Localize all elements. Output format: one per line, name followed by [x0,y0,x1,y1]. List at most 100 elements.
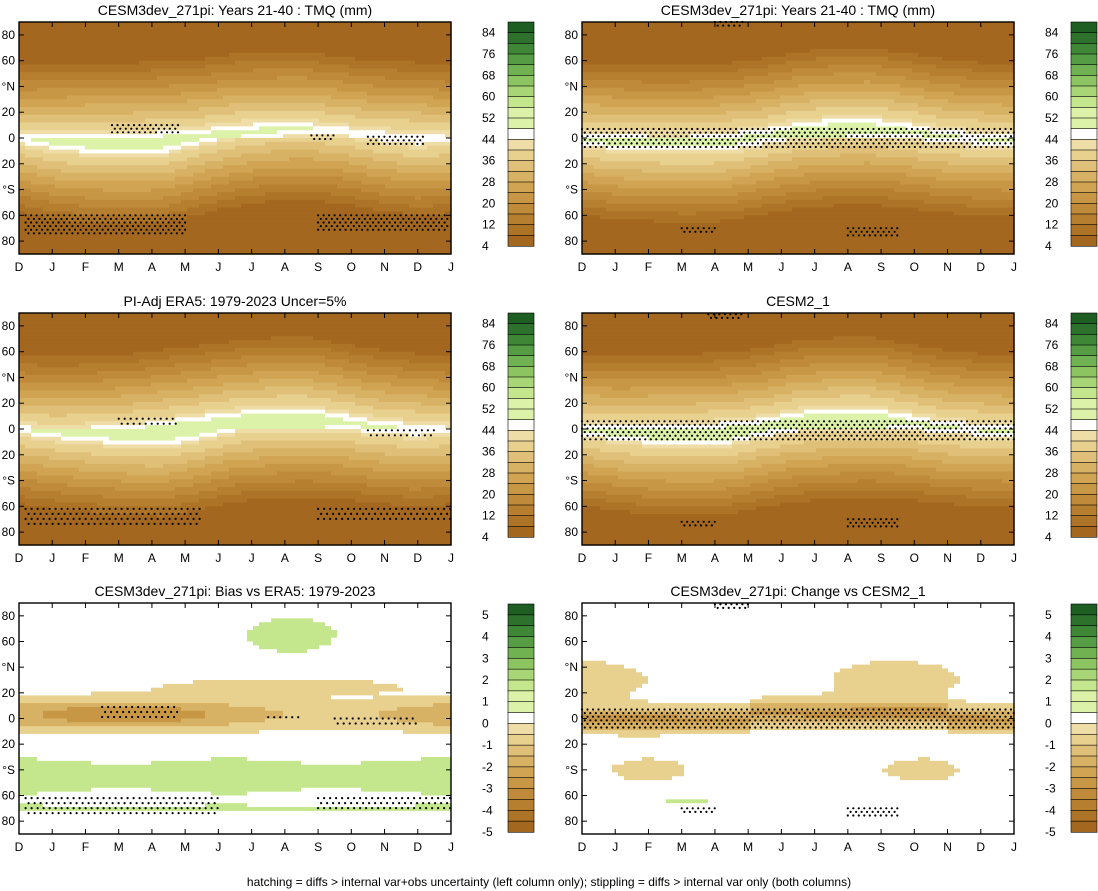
heatmap-cell [37,37,44,41]
heatmap-cell [43,99,50,103]
heatmap-cell [121,161,128,165]
heatmap-cell [127,142,134,146]
heatmap-cell [175,208,182,212]
heatmap-cell [127,177,134,181]
heatmap-cell [43,76,50,80]
heatmap-cell [109,204,116,208]
heatmap-cell [181,165,188,169]
heatmap-cell [157,57,164,61]
heatmap-cell [157,142,164,146]
heatmap-cell [133,76,140,80]
heatmap-cell [115,49,122,53]
heatmap-cell [103,45,110,49]
heatmap-cell [25,61,32,65]
heatmap-cell [127,188,134,192]
heatmap-cell [139,107,146,111]
heatmap-cell [145,76,152,80]
heatmap-cell [115,146,122,150]
heatmap-cell [145,235,152,239]
heatmap-cell [25,92,32,96]
heatmap-cell [61,61,68,65]
heatmap-cell [79,161,86,165]
heatmap-cell [121,239,128,243]
heatmap-cell [61,235,68,239]
heatmap-cell [97,26,104,30]
heatmap-cell [139,84,146,88]
heatmap-cell [181,45,188,49]
heatmap-cell [67,161,74,165]
heatmap-cell [169,68,176,72]
heatmap-cell [43,196,50,200]
heatmap-cell [151,239,158,243]
heatmap-cell [145,57,152,61]
heatmap-cell [145,111,152,115]
heatmap-cell [49,49,56,53]
heatmap-cell [145,165,152,169]
heatmap-cell [79,123,86,127]
heatmap-cell [115,200,122,204]
heatmap-cell [61,165,68,169]
heatmap-cell [85,84,92,88]
heatmap-cell [145,68,152,72]
heatmap-cell [67,37,74,41]
heatmap-cell [103,68,110,72]
heatmap-cell [181,173,188,177]
heatmap-cell [115,92,122,96]
heatmap-cell [49,196,56,200]
heatmap-cell [49,99,56,103]
heatmap-cell [181,150,188,154]
heatmap-cell [175,30,182,34]
heatmap-cell [109,61,116,65]
heatmap-cell [127,146,134,150]
heatmap-cell [79,65,86,69]
heatmap-cell [181,184,188,188]
heatmap-cell [25,103,32,107]
heatmap-cell [31,242,38,246]
heatmap-cell [181,53,188,57]
heatmap-cell [61,177,68,181]
heatmap-cell [19,192,26,196]
heatmap-cell [67,126,74,130]
heatmap-cell [175,49,182,53]
heatmap-cell [37,130,44,134]
heatmap-cell [19,37,26,41]
heatmap-cell [67,242,74,246]
heatmap-cell [73,208,80,212]
heatmap-cell [55,119,62,123]
heatmap-cell [91,26,98,30]
heatmap-cell [31,49,38,53]
heatmap-cell [97,68,104,72]
heatmap-cell [91,123,98,127]
heatmap-cell [25,45,32,49]
heatmap-cell [49,95,56,99]
heatmap-cell [151,65,158,69]
heatmap-cell [73,181,80,185]
heatmap-cell [175,146,182,150]
heatmap-cell [19,103,26,107]
heatmap-cell [37,103,44,107]
heatmap-cell [109,208,116,212]
heatmap-cell [37,169,44,173]
heatmap-cell [127,92,134,96]
heatmap-cell [19,138,26,142]
heatmap-cell [115,188,122,192]
heatmap-cell [97,235,104,239]
heatmap-cell [61,188,68,192]
heatmap-cell [151,184,158,188]
heatmap-cell [97,192,104,196]
heatmap-cell [187,57,194,61]
heatmap-cell [115,161,122,165]
heatmap-cell [43,130,50,134]
heatmap-cell [115,37,122,41]
heatmap-cell [133,37,140,41]
heatmap-cell [73,204,80,208]
heatmap-cell [55,107,62,111]
heatmap-cell [55,68,62,72]
heatmap-cell [85,45,92,49]
heatmap-cell [67,57,74,61]
heatmap-cell [157,173,164,177]
heatmap-cell [187,80,194,84]
heatmap-cell [151,92,158,96]
heatmap-cell [151,72,158,76]
heatmap-cell [85,72,92,76]
